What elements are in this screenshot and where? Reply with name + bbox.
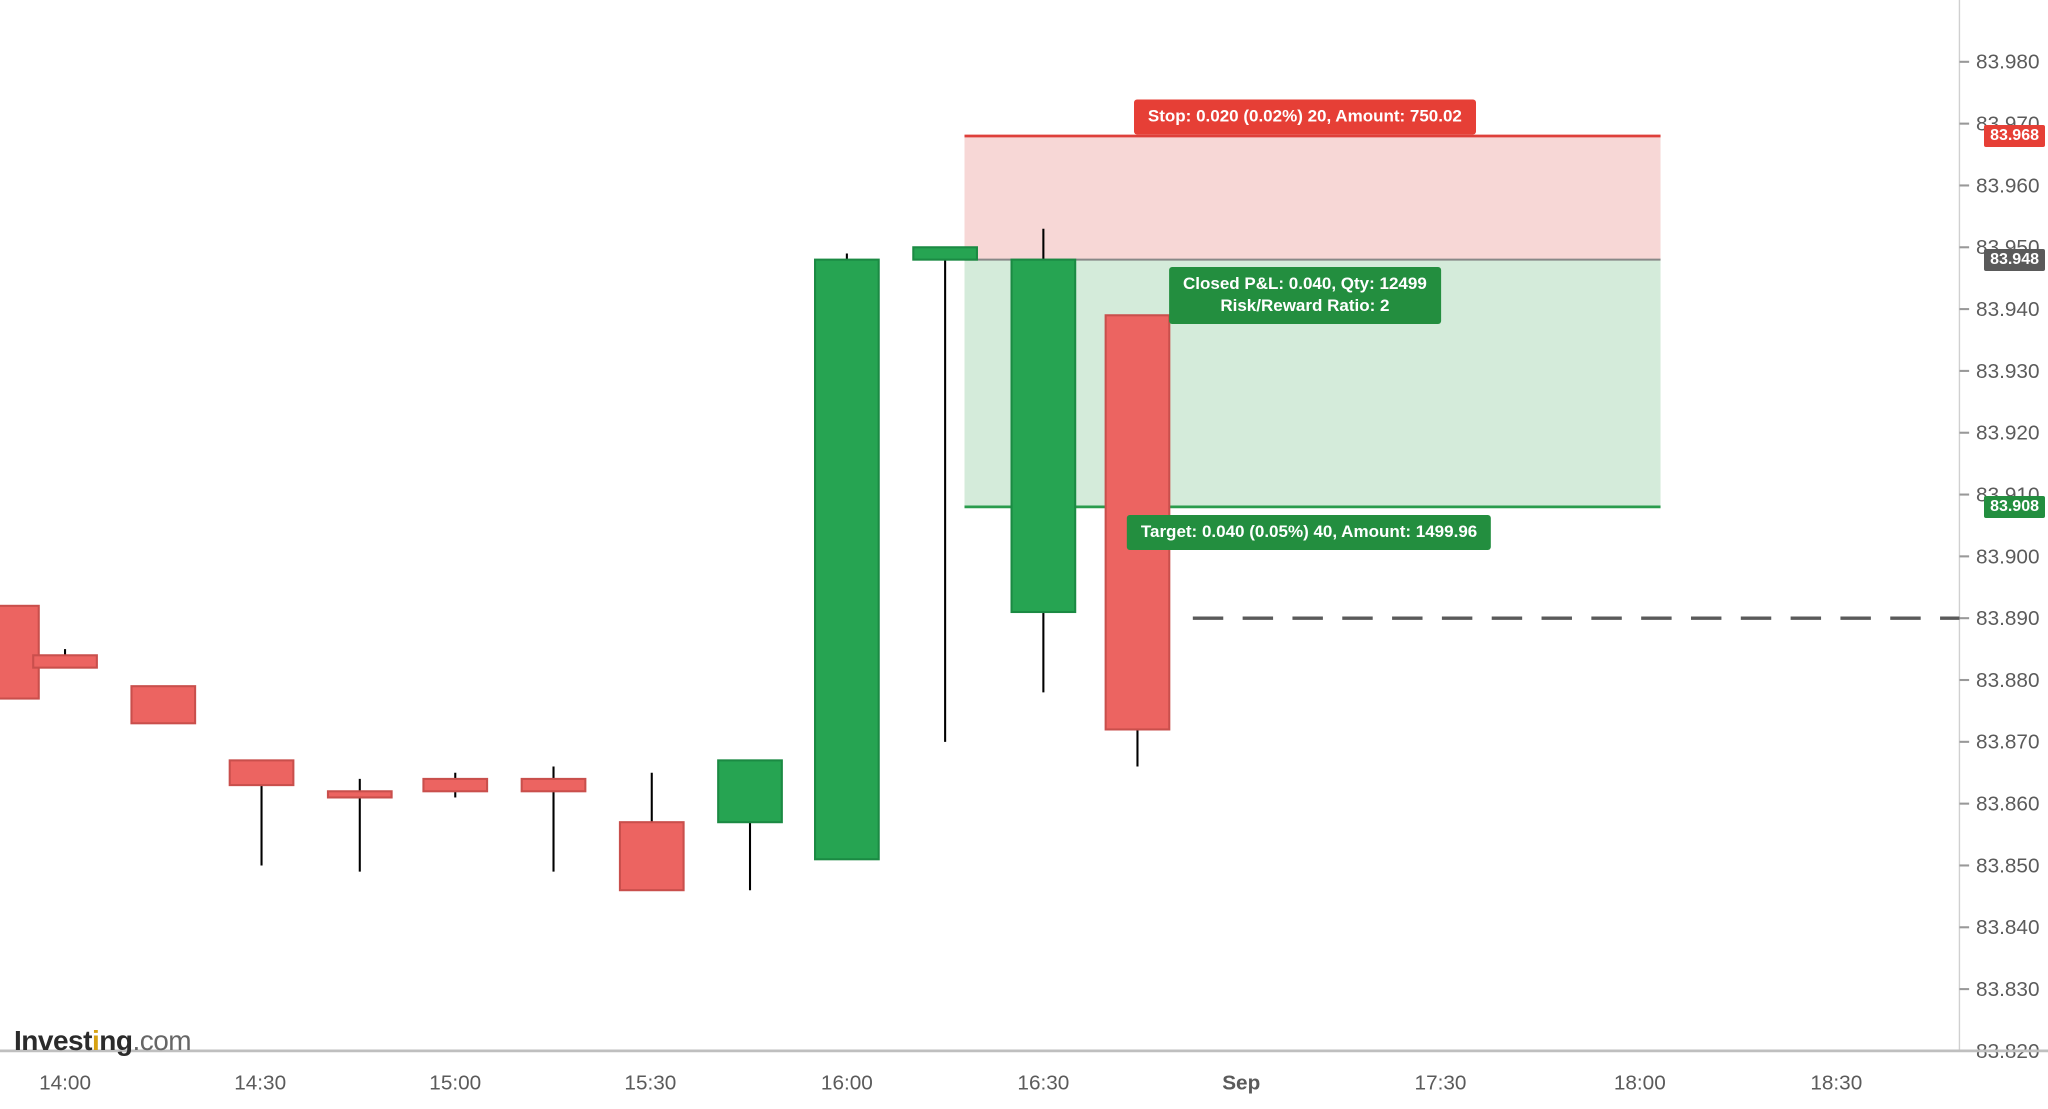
svg-text:83.830: 83.830: [1976, 978, 2039, 1001]
svg-text:83.880: 83.880: [1976, 669, 2039, 692]
svg-text:83.900: 83.900: [1976, 545, 2039, 568]
svg-text:83.850: 83.850: [1976, 854, 2039, 877]
svg-text:83.960: 83.960: [1976, 174, 2039, 197]
svg-text:83.980: 83.980: [1976, 51, 2039, 74]
svg-text:83.870: 83.870: [1976, 731, 2039, 754]
svg-text:14:00: 14:00: [39, 1072, 91, 1095]
target-annotation: Target: 0.040 (0.05%) 40, Amount: 1499.9…: [1127, 515, 1491, 550]
watermark-suffix: .com: [132, 1025, 191, 1056]
watermark-post: ng: [99, 1025, 132, 1056]
pnl-annotation: Closed P&L: 0.040, Qty: 12499Risk/Reward…: [1169, 267, 1441, 325]
svg-text:83.890: 83.890: [1976, 607, 2039, 630]
svg-text:16:00: 16:00: [821, 1072, 873, 1095]
svg-text:83.940: 83.940: [1976, 298, 2039, 321]
stop-annotation: Stop: 0.020 (0.02%) 20, Amount: 750.02: [1134, 99, 1476, 134]
svg-text:14:30: 14:30: [234, 1072, 286, 1095]
svg-text:83.930: 83.930: [1976, 360, 2039, 383]
svg-text:83.840: 83.840: [1976, 916, 2039, 939]
svg-text:15:00: 15:00: [429, 1072, 481, 1095]
yaxis-tag-target: 83.908: [1984, 496, 2045, 518]
yaxis-tag-stop: 83.968: [1984, 125, 2045, 147]
svg-text:17:30: 17:30: [1415, 1072, 1467, 1095]
chart-container[interactable]: 83.82083.83083.84083.85083.86083.87083.8…: [0, 0, 2048, 1109]
svg-text:83.860: 83.860: [1976, 793, 2039, 816]
svg-text:15:30: 15:30: [624, 1072, 676, 1095]
svg-text:16:30: 16:30: [1017, 1072, 1069, 1095]
svg-text:18:30: 18:30: [1810, 1072, 1862, 1095]
watermark-pre: Invest: [14, 1025, 92, 1056]
svg-text:83.920: 83.920: [1976, 422, 2039, 445]
chart-svg: 83.82083.83083.84083.85083.86083.87083.8…: [0, 0, 2048, 1109]
yaxis-tag-entry: 83.948: [1984, 249, 2045, 271]
watermark-logo: Investing.com: [14, 1025, 191, 1057]
svg-text:Sep: Sep: [1222, 1072, 1260, 1095]
svg-text:18:00: 18:00: [1614, 1072, 1666, 1095]
